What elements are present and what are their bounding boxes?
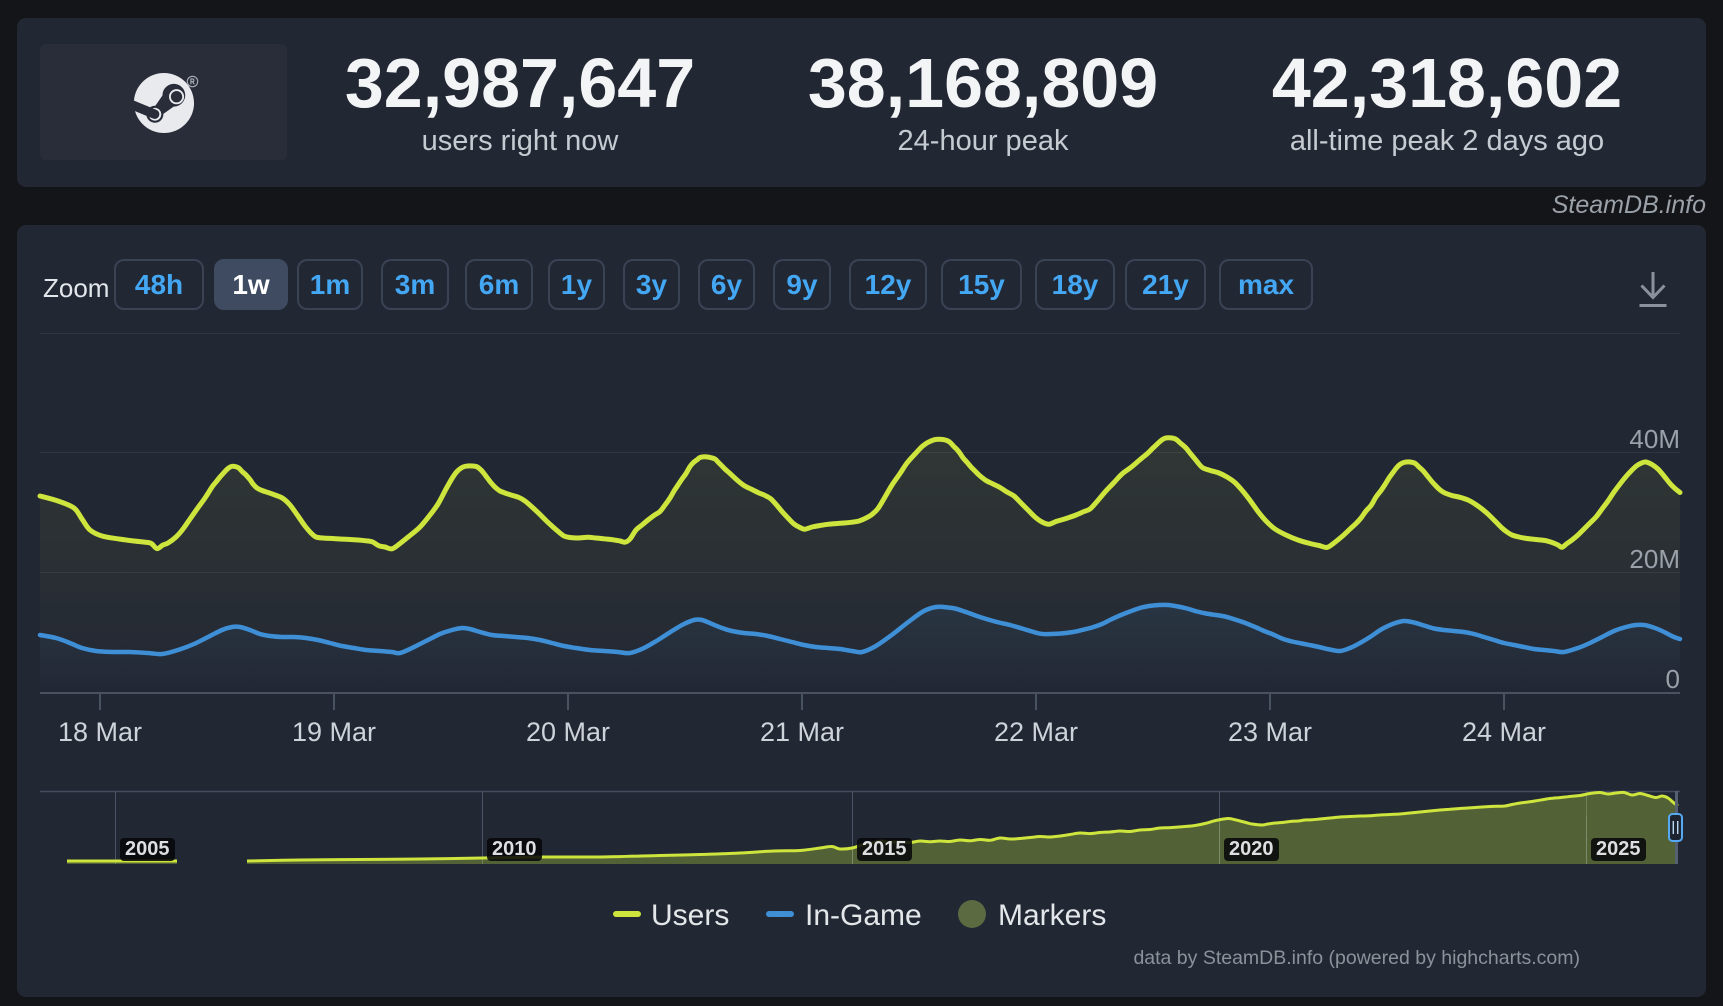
svg-text:20 Mar: 20 Mar [526,717,610,747]
svg-text:20M: 20M [1629,544,1680,574]
svg-text:40M: 40M [1629,424,1680,454]
svg-text:21 Mar: 21 Mar [760,717,844,747]
svg-text:19 Mar: 19 Mar [292,717,376,747]
svg-text:24 Mar: 24 Mar [1462,717,1546,747]
svg-text:0: 0 [1666,664,1680,694]
svg-text:22 Mar: 22 Mar [994,717,1078,747]
svg-text:18 Mar: 18 Mar [58,717,142,747]
svg-text:23 Mar: 23 Mar [1228,717,1312,747]
